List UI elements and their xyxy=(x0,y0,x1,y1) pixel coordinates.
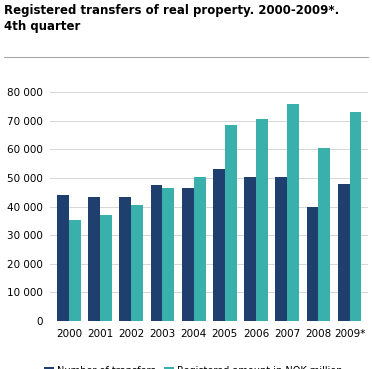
Bar xyxy=(256,120,268,321)
Legend: Number of transfers, Registered amount in NOK million: Number of transfers, Registered amount i… xyxy=(40,362,347,369)
Bar xyxy=(182,188,194,321)
Text: Registered transfers of real property. 2000-2009*.
4th quarter: Registered transfers of real property. 2… xyxy=(4,4,339,33)
Bar xyxy=(119,197,131,321)
Bar xyxy=(350,112,362,321)
Bar xyxy=(131,205,143,321)
Bar xyxy=(338,184,350,321)
Bar xyxy=(69,220,81,321)
Bar xyxy=(275,177,287,321)
Bar xyxy=(244,177,256,321)
Bar xyxy=(88,197,100,321)
Bar xyxy=(57,195,69,321)
Bar xyxy=(318,148,330,321)
Bar xyxy=(213,169,225,321)
Bar xyxy=(287,104,299,321)
Bar xyxy=(307,207,318,321)
Bar xyxy=(163,188,174,321)
Bar xyxy=(194,177,205,321)
Bar xyxy=(100,215,112,321)
Bar xyxy=(151,185,163,321)
Bar xyxy=(225,125,237,321)
